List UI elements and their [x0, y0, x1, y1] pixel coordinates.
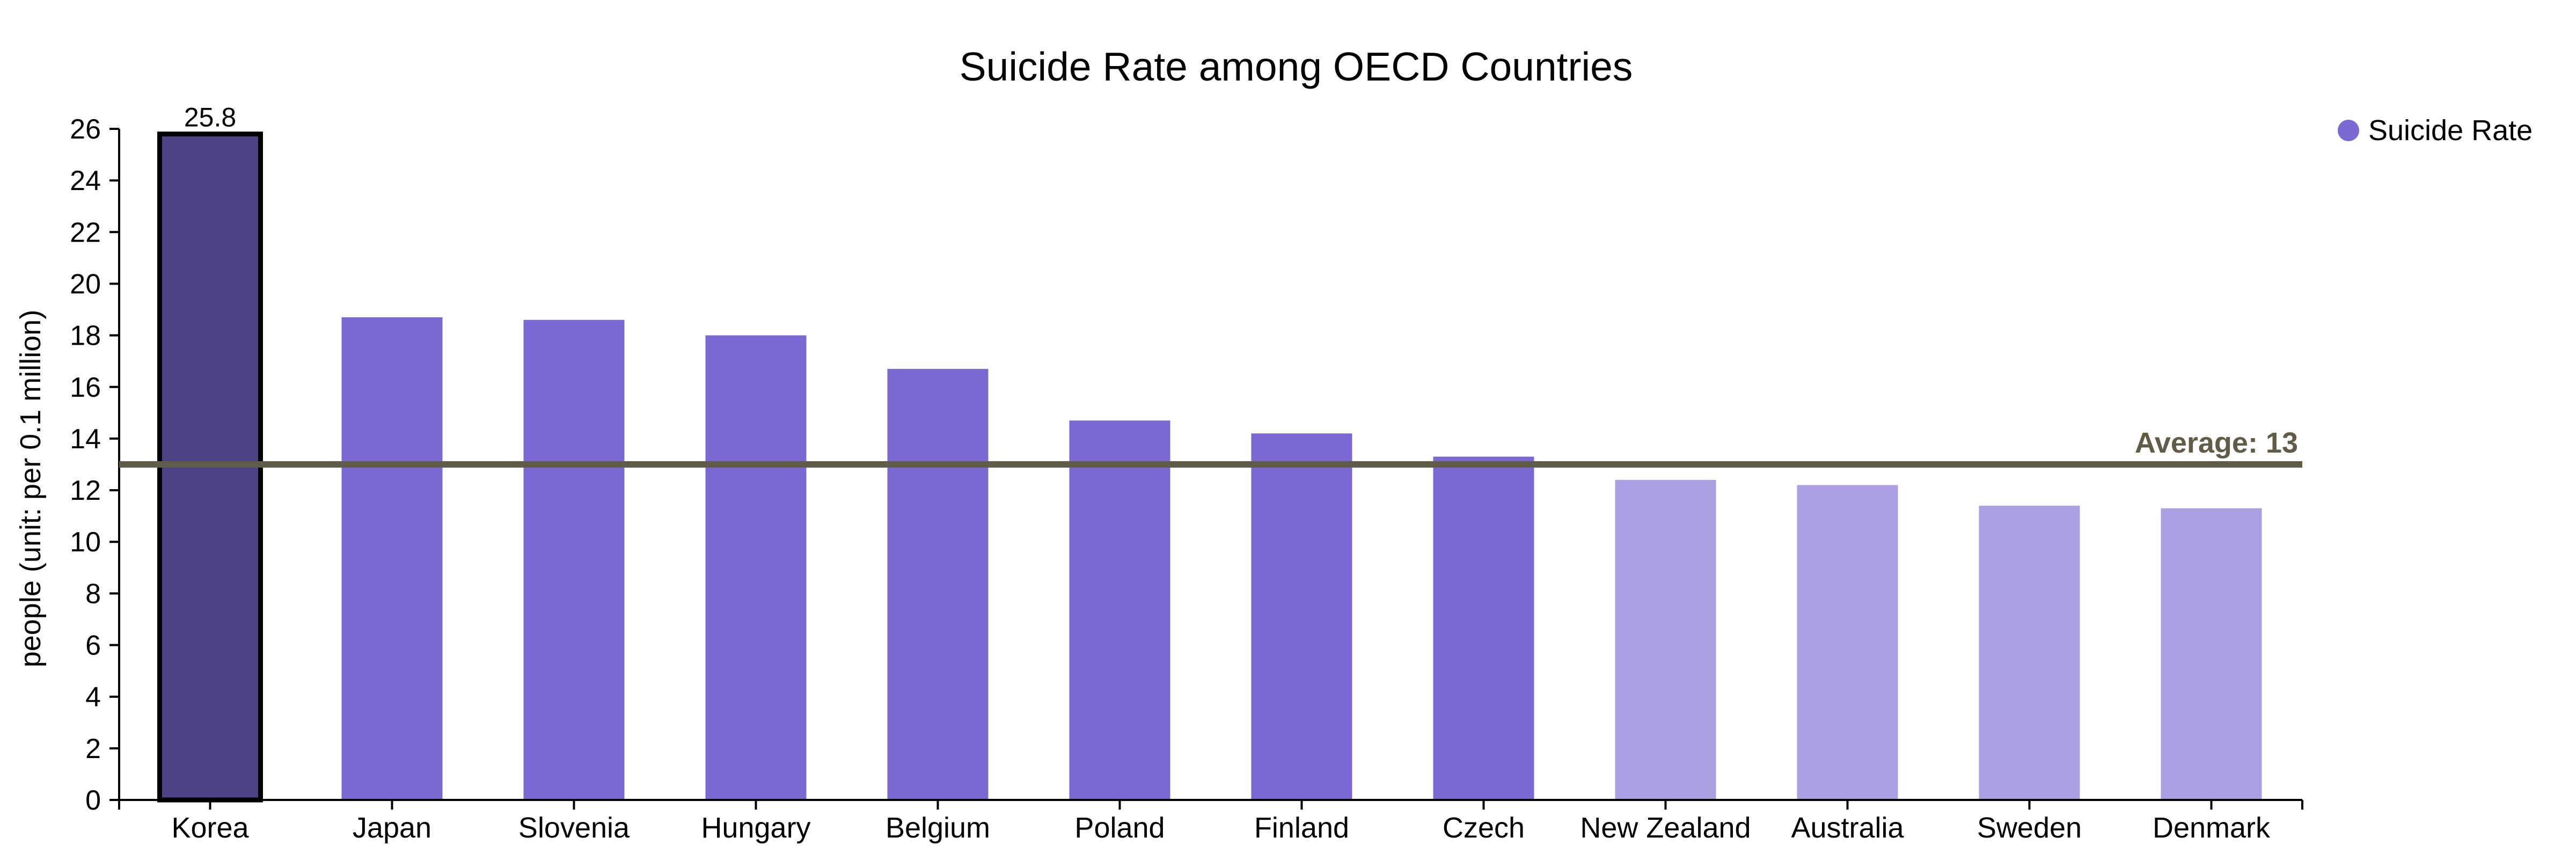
bar-new-zealand	[1615, 479, 1716, 800]
y-tick-label: 14	[70, 424, 101, 455]
bar-hungary	[705, 335, 807, 800]
bar-japan	[341, 317, 443, 800]
bars-group	[157, 132, 2262, 803]
y-tick-label: 20	[70, 268, 101, 300]
x-tick-label: Japan	[353, 812, 431, 844]
y-axis-label: people (unit: per 0.1 million)	[14, 310, 47, 667]
bar-sweden	[1979, 505, 2080, 800]
x-tick-label: Hungary	[701, 812, 810, 844]
y-tick-label: 10	[70, 527, 101, 558]
y-tick-label: 12	[70, 475, 101, 506]
bar-value-labels: 25.8	[184, 103, 236, 133]
y-tick-label: 22	[70, 217, 101, 248]
x-tick-label: Czech	[1443, 812, 1525, 844]
y-tick-label: 18	[70, 321, 101, 352]
x-tick-label: Korea	[171, 812, 249, 844]
y-tick-label: 24	[70, 165, 101, 196]
x-axis: Korea Japan Slovenia Hungary Belgium Poland Fi…	[119, 799, 2303, 844]
y-tick-label: 4	[85, 682, 101, 713]
legend-swatch	[2338, 120, 2359, 141]
y-tick-label: 8	[85, 578, 101, 609]
y-tick-label: 16	[70, 372, 101, 403]
x-tick-label: New Zealand	[1580, 812, 1751, 844]
bar-value-label: 25.8	[184, 103, 236, 133]
x-tick-label: Australia	[1791, 812, 1904, 844]
bar-finland	[1251, 433, 1352, 800]
y-tick-label: 26	[70, 114, 101, 145]
chart-title: Suicide Rate among OECD Countries	[960, 44, 1633, 89]
legend-label: Suicide Rate	[2368, 114, 2533, 147]
bar-czech	[1433, 456, 1534, 800]
y-tick-label: 0	[85, 785, 101, 816]
x-tick-label: Belgium	[885, 812, 990, 844]
x-tick-label: Denmark	[2153, 812, 2271, 844]
average-line-label: Average: 13	[2135, 427, 2298, 459]
x-tick-label: Slovenia	[518, 812, 630, 844]
x-tick-label: Poland	[1074, 812, 1165, 844]
y-tick-label: 6	[85, 630, 101, 661]
bar-belgium	[887, 369, 989, 800]
average-reference-line: Average: 13	[119, 427, 2302, 468]
bar-slovenia	[523, 319, 625, 800]
bar-denmark	[2161, 508, 2262, 800]
legend: Suicide Rate	[2338, 114, 2533, 147]
x-tick-label: Sweden	[1977, 812, 2082, 844]
bar-australia	[1797, 485, 1898, 800]
bar-poland	[1069, 420, 1170, 800]
x-tick-label: Finland	[1254, 812, 1349, 844]
y-tick-label: 2	[85, 733, 101, 765]
